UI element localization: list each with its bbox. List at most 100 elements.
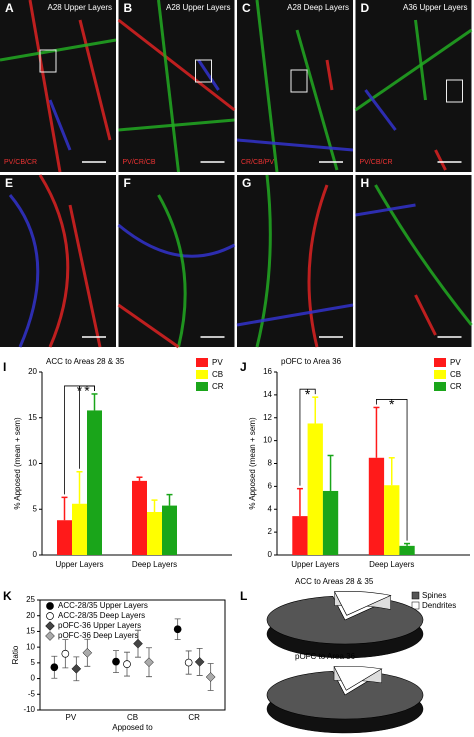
legend-swatch bbox=[434, 358, 446, 367]
legend-label: CR bbox=[450, 382, 462, 391]
fiber bbox=[255, 174, 272, 348]
fiber bbox=[118, 118, 235, 132]
point bbox=[133, 638, 143, 649]
x-tick-label: PV bbox=[65, 713, 76, 722]
fiber bbox=[354, 28, 473, 112]
point bbox=[184, 658, 193, 667]
legend-marker bbox=[46, 602, 54, 610]
inset-box bbox=[195, 59, 212, 83]
panel-letter: A bbox=[5, 1, 14, 15]
significance-star: * bbox=[305, 386, 311, 402]
y-tick-label: 15 bbox=[28, 413, 37, 422]
legend-marker bbox=[45, 631, 55, 641]
y-tick-label: -5 bbox=[28, 689, 36, 698]
y-tick-label: 5 bbox=[31, 658, 36, 667]
legend-marker bbox=[46, 612, 54, 620]
fiber bbox=[117, 303, 180, 349]
pie-slice bbox=[266, 670, 424, 720]
panel-letter: B bbox=[124, 1, 133, 15]
point bbox=[205, 672, 216, 682]
y-tick-label: 0 bbox=[31, 674, 36, 683]
pie-slice-group bbox=[266, 670, 424, 734]
panel-letter: G bbox=[242, 176, 251, 190]
y-tick-label: 2 bbox=[268, 527, 273, 536]
x-axis-label: Apposed to bbox=[112, 723, 153, 732]
legend-swatch bbox=[196, 382, 208, 391]
y-tick-label: 6 bbox=[268, 481, 273, 490]
bar bbox=[132, 480, 147, 555]
y-tick-label: 10 bbox=[26, 642, 35, 651]
micrograph-background bbox=[237, 0, 353, 172]
panel-title: A28 Deep Layers bbox=[287, 3, 349, 12]
legend-label: pOFC-36 Deep Layers bbox=[58, 631, 138, 640]
bar bbox=[87, 410, 102, 555]
fiber bbox=[78, 19, 112, 141]
chart-title: ACC to Areas 28 & 35 bbox=[46, 357, 125, 366]
y-tick-label: 5 bbox=[33, 504, 38, 513]
fiber bbox=[68, 204, 102, 348]
bar bbox=[292, 516, 308, 555]
legend-swatch bbox=[411, 591, 420, 600]
x-tick-label: Upper Layers bbox=[55, 560, 103, 569]
micrograph-background bbox=[355, 0, 472, 172]
legend-label: CB bbox=[212, 370, 223, 379]
micrograph-panel: H bbox=[355, 175, 473, 347]
x-tick-label: CR bbox=[188, 713, 200, 722]
point bbox=[144, 657, 154, 668]
x-tick-label: CB bbox=[127, 713, 138, 722]
stain-label: PV/CB/CR bbox=[4, 159, 37, 166]
panel-title: A28 Upper Layers bbox=[48, 3, 112, 12]
stain-label: PV/CR/CB bbox=[123, 159, 156, 166]
fiber bbox=[434, 149, 447, 171]
point bbox=[82, 647, 93, 658]
panel-letter: E bbox=[5, 176, 13, 190]
panel-letter: L bbox=[240, 589, 247, 603]
bar bbox=[72, 503, 87, 555]
x-tick-label: Upper Layers bbox=[291, 560, 339, 569]
y-axis-label: Ratio bbox=[11, 645, 20, 664]
fiber bbox=[48, 99, 72, 151]
fiber bbox=[157, 194, 187, 348]
inset-box bbox=[446, 79, 463, 103]
bar bbox=[147, 511, 162, 555]
y-tick-label: 15 bbox=[26, 627, 35, 636]
fiber bbox=[0, 38, 117, 62]
y-axis-label: % Apposed (mean + sem) bbox=[13, 417, 22, 510]
panel-letter: J bbox=[240, 360, 247, 374]
y-tick-label: 16 bbox=[263, 367, 272, 376]
chart-title: pOFC to Area 36 bbox=[281, 357, 342, 366]
legend-label: ACC-28/35 Upper Layers bbox=[58, 601, 148, 610]
point bbox=[173, 625, 182, 634]
stain-label: CR/CB/PV bbox=[241, 159, 274, 166]
y-tick-label: 10 bbox=[28, 459, 37, 468]
fiber bbox=[117, 18, 236, 112]
bar bbox=[307, 423, 323, 555]
y-tick-label: 25 bbox=[26, 595, 35, 604]
fiber bbox=[307, 184, 329, 348]
x-tick-label: Deep Layers bbox=[369, 560, 414, 569]
bar bbox=[322, 490, 339, 555]
significance-star: * bbox=[84, 383, 90, 399]
fiber bbox=[236, 138, 354, 152]
bar bbox=[368, 457, 385, 555]
micrograph-panel: G bbox=[236, 174, 354, 348]
legend-label: PV bbox=[212, 358, 223, 367]
pie-slice bbox=[334, 591, 392, 616]
micrograph-background bbox=[118, 175, 235, 347]
panel-letter: I bbox=[3, 360, 6, 374]
fiber bbox=[38, 174, 70, 348]
micrograph-panel: B A28 Upper Layers PV/CR/CB bbox=[117, 0, 236, 173]
point bbox=[61, 649, 70, 658]
inset-box bbox=[290, 69, 308, 93]
fiber bbox=[414, 19, 427, 101]
micrograph-background bbox=[0, 175, 116, 347]
fiber bbox=[157, 0, 180, 173]
panel-letter: C bbox=[242, 1, 251, 15]
legend-label: CR bbox=[212, 382, 224, 391]
micrograph-panel: C A28 Deep Layers CR/CB/PV bbox=[236, 0, 354, 173]
legend-swatch bbox=[411, 601, 420, 610]
point bbox=[71, 663, 82, 674]
fiber bbox=[374, 184, 473, 326]
bar bbox=[399, 545, 415, 555]
